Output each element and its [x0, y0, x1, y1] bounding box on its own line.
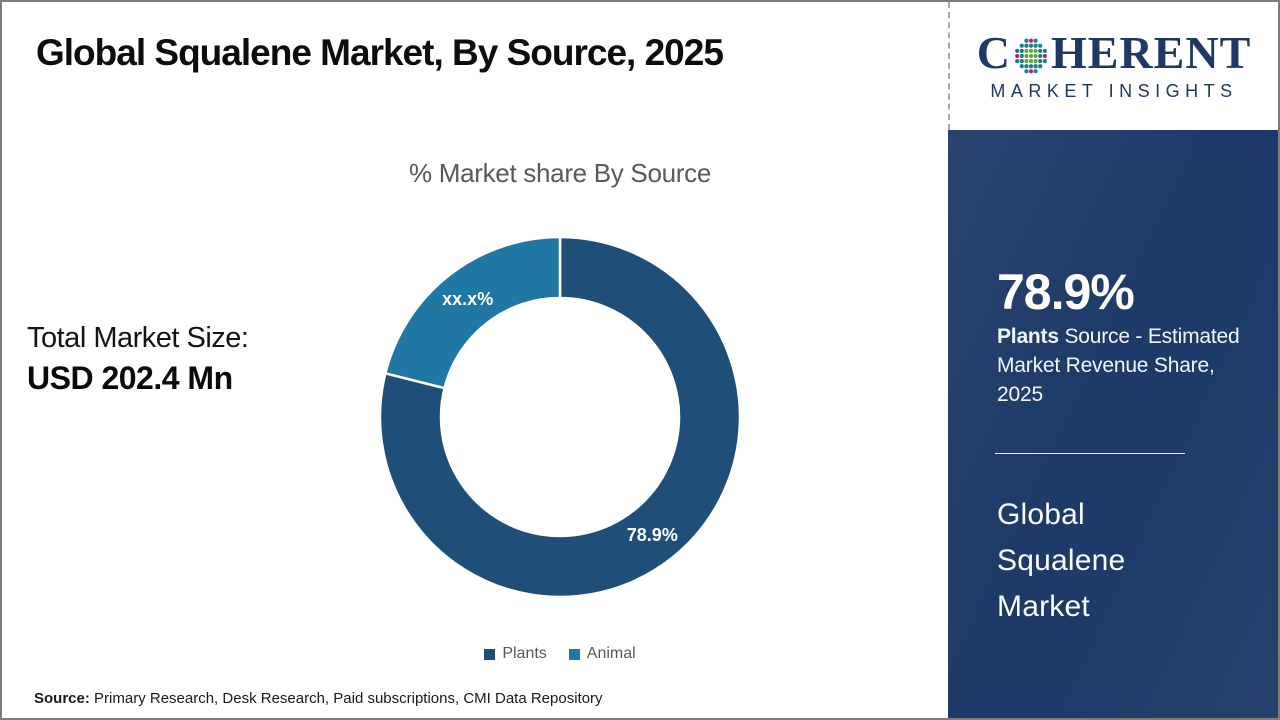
- legend-label-animal: Animal: [586, 645, 636, 662]
- slice-label-animal: xx.x%: [442, 289, 493, 309]
- globe-dot: [1024, 38, 1029, 43]
- globe-dot: [1028, 53, 1034, 59]
- globe-dot: [1033, 53, 1038, 59]
- globe-dot: [1033, 59, 1038, 64]
- globe-dot: [1015, 53, 1020, 59]
- legend-item-plants: Plants: [484, 645, 547, 663]
- source-label: Source:: [34, 690, 90, 707]
- brand-wordmark: C HERENT: [977, 30, 1252, 76]
- globe-dot: [1024, 53, 1029, 59]
- total-market-size-label: Total Market Size:: [27, 322, 249, 354]
- globe-dot: [1042, 59, 1047, 64]
- globe-dot: [1019, 64, 1024, 69]
- donut-slice-animal: [384, 235, 562, 390]
- globe-dot: [1019, 43, 1024, 48]
- globe-dot: [1033, 48, 1038, 53]
- total-market-size-value: USD 202.4 Mn: [27, 360, 233, 396]
- globe-dot: [1028, 69, 1034, 74]
- globe-dot: [1033, 64, 1038, 69]
- globe-dot: [1024, 48, 1029, 53]
- globe-dot: [1028, 59, 1034, 64]
- globe-dot: [1028, 48, 1034, 53]
- sidebar-divider: [995, 453, 1185, 454]
- chart-title: % Market share By Source: [408, 158, 712, 188]
- globe-dot: [1024, 59, 1029, 64]
- brand-letters-rest: HERENT: [1050, 27, 1252, 78]
- sidebar-market-title: Global Squalene Market: [997, 492, 1125, 630]
- globe-dot: [1042, 53, 1047, 59]
- source-text: Primary Research, Desk Research, Paid su…: [89, 690, 603, 707]
- brand-logo: C HERENT MARKET INSIGHTS: [948, 2, 1278, 130]
- globe-dot: [1038, 64, 1043, 69]
- source-citation: Source: Primary Research, Desk Research,…: [34, 690, 603, 707]
- globe-dot: [1024, 64, 1029, 69]
- globe-dot: [1024, 69, 1029, 74]
- stat-desc-rest: Source - Estimated Market Revenue Share,…: [997, 325, 1240, 406]
- donut-chart: 78.9% xx.x%: [378, 235, 742, 599]
- globe-dot: [1033, 69, 1038, 74]
- globe-dot: [1028, 64, 1034, 69]
- globe-dot: [1038, 43, 1043, 48]
- brand-tagline: MARKET INSIGHTS: [990, 81, 1238, 101]
- brand-letter-c: C: [976, 27, 1011, 78]
- headline-stat-description: Plants Source - Estimated Market Revenue…: [997, 322, 1265, 409]
- globe-dot: [1038, 53, 1043, 59]
- stat-desc-bold: Plants: [997, 325, 1059, 348]
- market-title-line1: Global: [997, 498, 1085, 531]
- globe-dots-icon: [1015, 38, 1047, 74]
- total-market-size-block: Total Market Size: USD 202.4 Mn: [27, 322, 249, 397]
- chart-legend: Plants Animal: [340, 645, 780, 663]
- right-sidebar: 78.9% Plants Source - Estimated Market R…: [948, 130, 1278, 718]
- market-title-line3: Market: [997, 590, 1090, 623]
- market-title-line2: Squalene: [997, 544, 1126, 577]
- globe-dot: [1019, 53, 1024, 59]
- globe-dot: [1019, 48, 1024, 53]
- headline-stat-value: 78.9%: [997, 264, 1135, 320]
- globe-dot: [1028, 43, 1034, 48]
- page-title: Global Squalene Market, By Source, 2025: [36, 32, 724, 73]
- globe-dot: [1042, 48, 1047, 53]
- globe-dot: [1028, 38, 1034, 43]
- globe-dot: [1015, 59, 1020, 64]
- globe-dot: [1033, 38, 1038, 43]
- legend-label-plants: Plants: [502, 645, 547, 662]
- globe-dot: [1024, 43, 1029, 48]
- donut-slice-plants: [378, 235, 742, 599]
- globe-dot: [1038, 48, 1043, 53]
- slice-label-plants: 78.9%: [627, 525, 678, 545]
- legend-swatch-plants: [484, 648, 496, 660]
- legend-swatch-animal: [568, 648, 580, 660]
- globe-dot: [1033, 43, 1038, 48]
- legend-item-animal: Animal: [568, 645, 636, 663]
- globe-dot: [1019, 59, 1024, 64]
- globe-dot: [1038, 59, 1043, 64]
- globe-dot: [1015, 48, 1020, 53]
